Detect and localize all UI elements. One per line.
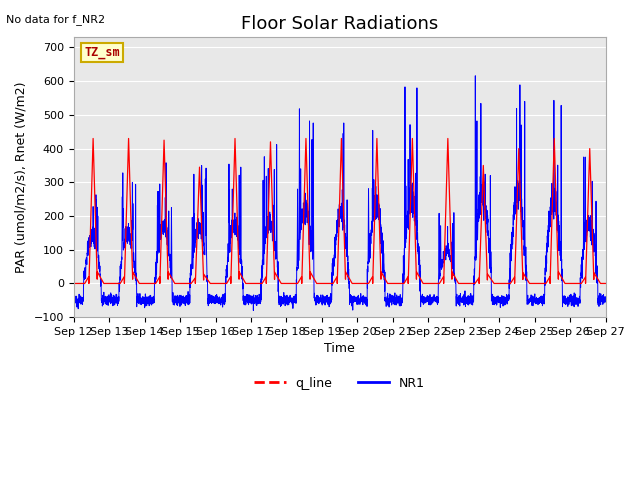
NR1 [429, 298, 437, 303]
NR1 [459, 300, 467, 305]
q_line [602, 281, 609, 287]
Title: Floor Solar Radiations: Floor Solar Radiations [241, 15, 438, 33]
NR1 [602, 299, 609, 305]
NR1 [602, 294, 609, 300]
q_line [70, 281, 77, 287]
Y-axis label: PAR (umol/m2/s), Rnet (W/m2): PAR (umol/m2/s), Rnet (W/m2) [15, 82, 28, 273]
NR1 [489, 299, 497, 304]
Line: NR1: NR1 [74, 76, 605, 311]
Legend: q_line, NR1: q_line, NR1 [250, 372, 430, 395]
q_line [89, 135, 97, 141]
NR1 [165, 253, 173, 259]
NR1 [320, 300, 328, 306]
q_line [166, 271, 173, 277]
q_line [320, 281, 328, 287]
Text: No data for f_NR2: No data for f_NR2 [6, 14, 106, 25]
Text: TZ_sm: TZ_sm [84, 46, 120, 59]
q_line [489, 279, 497, 285]
q_line [601, 281, 609, 287]
q_line [429, 281, 437, 287]
NR1 [250, 308, 257, 313]
Line: q_line: q_line [74, 138, 605, 284]
q_line [459, 281, 467, 287]
X-axis label: Time: Time [324, 342, 355, 356]
NR1 [70, 293, 77, 299]
NR1 [472, 73, 479, 79]
